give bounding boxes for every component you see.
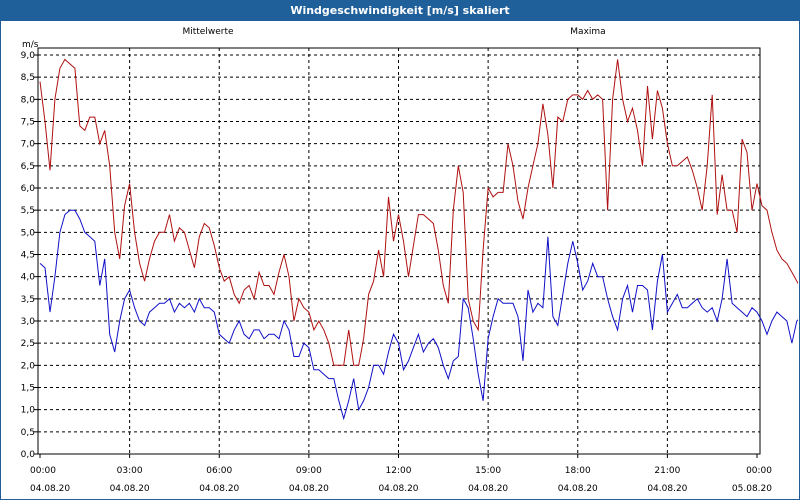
y-tick-label: 3,5	[21, 295, 35, 305]
window-title: Windgeschwindigkeit [m/s] skaliert	[1, 1, 799, 21]
x-tick-time: 00:00	[746, 466, 772, 476]
x-tick-time: 15:00	[475, 466, 501, 476]
x-tick-time: 09:00	[296, 466, 322, 476]
y-tick-label: 3,0	[21, 317, 36, 327]
x-tick-date: 05.08.20	[732, 484, 772, 494]
series-line-mittelwerte	[39, 209, 798, 421]
x-tick-date: 04.08.20	[647, 484, 687, 494]
y-tick-label: 9,0	[21, 51, 36, 61]
x-tick-time: 21:00	[654, 466, 680, 476]
x-tick-time: 06:00	[206, 466, 232, 476]
y-tick-label: 8,0	[21, 95, 36, 105]
series-lines	[39, 58, 798, 421]
y-tick-label: 5,5	[21, 206, 35, 216]
y-axis-label: m/s	[22, 40, 39, 50]
y-tick-label: 6,5	[21, 162, 35, 172]
x-tick-time: 12:00	[386, 466, 412, 476]
x-tick-time: 03:00	[117, 466, 143, 476]
y-tick-label: 2,5	[21, 339, 35, 349]
series-line-maxima	[39, 58, 798, 366]
y-tick-label: 7,5	[21, 118, 35, 128]
x-tick-date: 04.08.20	[30, 484, 70, 494]
y-tick-label: 4,5	[21, 251, 35, 261]
y-tick-label: 0,0	[21, 450, 36, 460]
y-tick-label: 6,0	[21, 184, 36, 194]
x-tick-date: 04.08.20	[289, 484, 329, 494]
x-tick-date: 04.08.20	[199, 484, 239, 494]
x-tick-date: 04.08.20	[378, 484, 418, 494]
legend-maxima: Maxima	[570, 27, 605, 37]
y-tick-label: 5,0	[21, 228, 36, 238]
x-tick-time: 00:00	[30, 466, 56, 476]
x-tick-date: 04.08.20	[558, 484, 598, 494]
y-tick-label: 7,0	[21, 140, 36, 150]
wind-speed-chart: 0,0 0,5 1,0 1,5 2,0 2,5 3,0 3,5 4,0 4,5 5,0 5,5 6,0 6…	[21, 27, 798, 494]
y-tick-label: 1,0	[21, 406, 36, 416]
y-tick-label: 2,0	[21, 361, 36, 371]
x-tick-time: 18:00	[565, 466, 591, 476]
y-tick-label: 0,5	[21, 428, 35, 438]
y-tick-label: 4,0	[21, 273, 36, 283]
legend-mittelwerte: Mittelwerte	[182, 27, 233, 37]
x-tick-date: 04.08.20	[468, 484, 508, 494]
y-tick-label: 1,5	[21, 384, 35, 394]
y-tick-label: 8,5	[21, 73, 35, 83]
y-axis: 0,0 0,5 1,0 1,5 2,0 2,5 3,0 3,5 4,0 4,5 5,0 5,5 6,0 6…	[21, 51, 38, 460]
x-tick-date: 04.08.20	[110, 484, 150, 494]
x-axis: 00:00 04.08.20 03:00 04.08.20 06:00 04.08.20 0…	[30, 454, 772, 494]
